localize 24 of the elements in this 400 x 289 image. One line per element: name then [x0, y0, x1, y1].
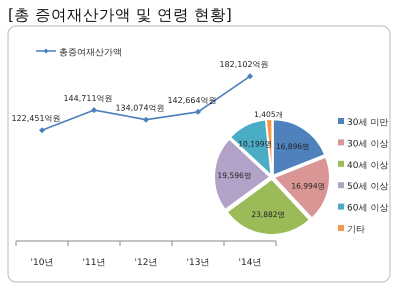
legend-label: 30세 미만	[347, 118, 388, 128]
point	[91, 107, 97, 114]
point	[195, 108, 201, 115]
pie-slice	[214, 138, 270, 210]
x-tick-label: '12년	[134, 258, 158, 268]
x-tick-label: '13년	[186, 258, 210, 268]
data-label: 134,074억원	[115, 104, 165, 113]
data-label: 122,451억원	[11, 114, 61, 124]
x-tick-label: '14년	[238, 258, 262, 268]
x-tick-label: '11년	[82, 258, 106, 268]
x-tick-label: '10년	[30, 258, 54, 268]
data-label: 144,711억원	[63, 94, 113, 104]
point	[39, 127, 45, 134]
point	[143, 116, 149, 123]
legend-label: 총증여재산가액	[59, 48, 122, 58]
chart-title: [총 증여재산가액 및 연령 현황]	[8, 6, 232, 24]
legend-label: 30세 이상	[347, 139, 388, 150]
point	[247, 73, 253, 80]
legend-label: 50세 이상	[347, 182, 388, 192]
legend-label: 기타	[347, 225, 365, 235]
legend-label: 40세 이상	[347, 160, 388, 171]
data-label: 142,664억원	[167, 96, 217, 105]
data-label: 182,102억원	[219, 60, 269, 70]
legend-label: 60세 이상	[347, 204, 388, 214]
